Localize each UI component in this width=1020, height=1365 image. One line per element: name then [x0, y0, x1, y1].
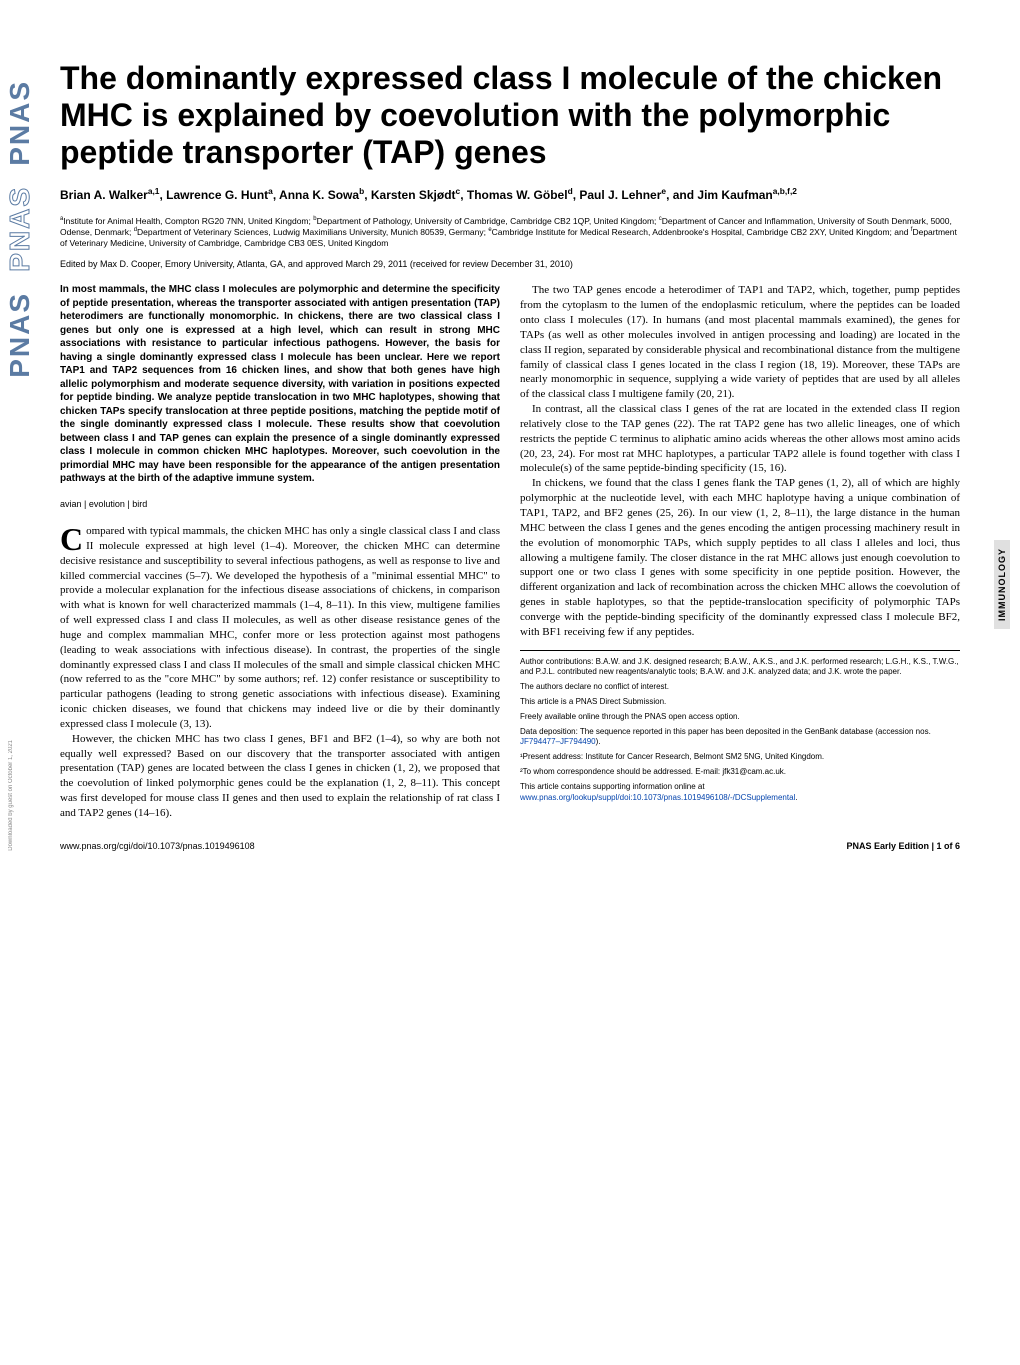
footnote-conflict: The authors declare no conflict of inter…	[520, 682, 960, 693]
edited-by-line: Edited by Max D. Cooper, Emory Universit…	[60, 259, 960, 269]
footnote-open-access: Freely available online through the PNAS…	[520, 712, 960, 723]
footnote-supporting-info: This article contains supporting informa…	[520, 782, 960, 804]
download-note: Downloaded by guest on October 1, 2021	[8, 740, 14, 851]
pnas-logo-outline: PNAS	[4, 186, 36, 272]
body-para-2: However, the chicken MHC has two class I…	[60, 732, 500, 821]
page-footer: www.pnas.org/cgi/doi/10.1073/pnas.101949…	[60, 821, 960, 871]
body-para-3: The two TAP genes encode a heterodimer o…	[520, 283, 960, 402]
article-content: The dominantly expressed class I molecul…	[60, 0, 960, 821]
journal-logo-sidebar: PNAS PNAS PNAS	[0, 80, 40, 680]
footnote-present-address: ¹Present address: Institute for Cancer R…	[520, 752, 960, 763]
footnotes-block: Author contributions: B.A.W. and J.K. de…	[520, 650, 960, 804]
footnote-submission: This article is a PNAS Direct Submission…	[520, 697, 960, 708]
authors-line: Brian A. Walkera,1, Lawrence G. Hunta, A…	[60, 186, 960, 204]
footnote-correspondence: ²To whom correspondence should be addres…	[520, 767, 960, 778]
supporting-info-link[interactable]: www.pnas.org/lookup/suppl/doi:10.1073/pn…	[520, 793, 795, 802]
keywords: avian | evolution | bird	[60, 498, 500, 510]
footer-doi: www.pnas.org/cgi/doi/10.1073/pnas.101949…	[60, 841, 255, 851]
two-column-body: In most mammals, the MHC class I molecul…	[60, 283, 960, 821]
pnas-logo-solid: PNAS	[4, 80, 36, 166]
body-para-4: In contrast, all the classical class I g…	[520, 402, 960, 476]
body-para-1: Compared with typical mammals, the chick…	[60, 524, 500, 732]
footer-page-info: PNAS Early Edition | 1 of 6	[846, 841, 960, 851]
genbank-link[interactable]: JF794477–JF794490	[520, 737, 596, 746]
body-para-5: In chickens, we found that the class I g…	[520, 476, 960, 639]
pnas-logo-solid-2: PNAS	[4, 292, 36, 378]
article-title: The dominantly expressed class I molecul…	[60, 60, 960, 170]
affiliations: aInstitute for Animal Health, Compton RG…	[60, 216, 960, 249]
footnote-data-deposition: Data deposition: The sequence reported i…	[520, 727, 960, 749]
footnote-author-contributions: Author contributions: B.A.W. and J.K. de…	[520, 657, 960, 679]
section-badge: IMMUNOLOGY	[994, 540, 1010, 629]
abstract: In most mammals, the MHC class I molecul…	[60, 283, 500, 486]
